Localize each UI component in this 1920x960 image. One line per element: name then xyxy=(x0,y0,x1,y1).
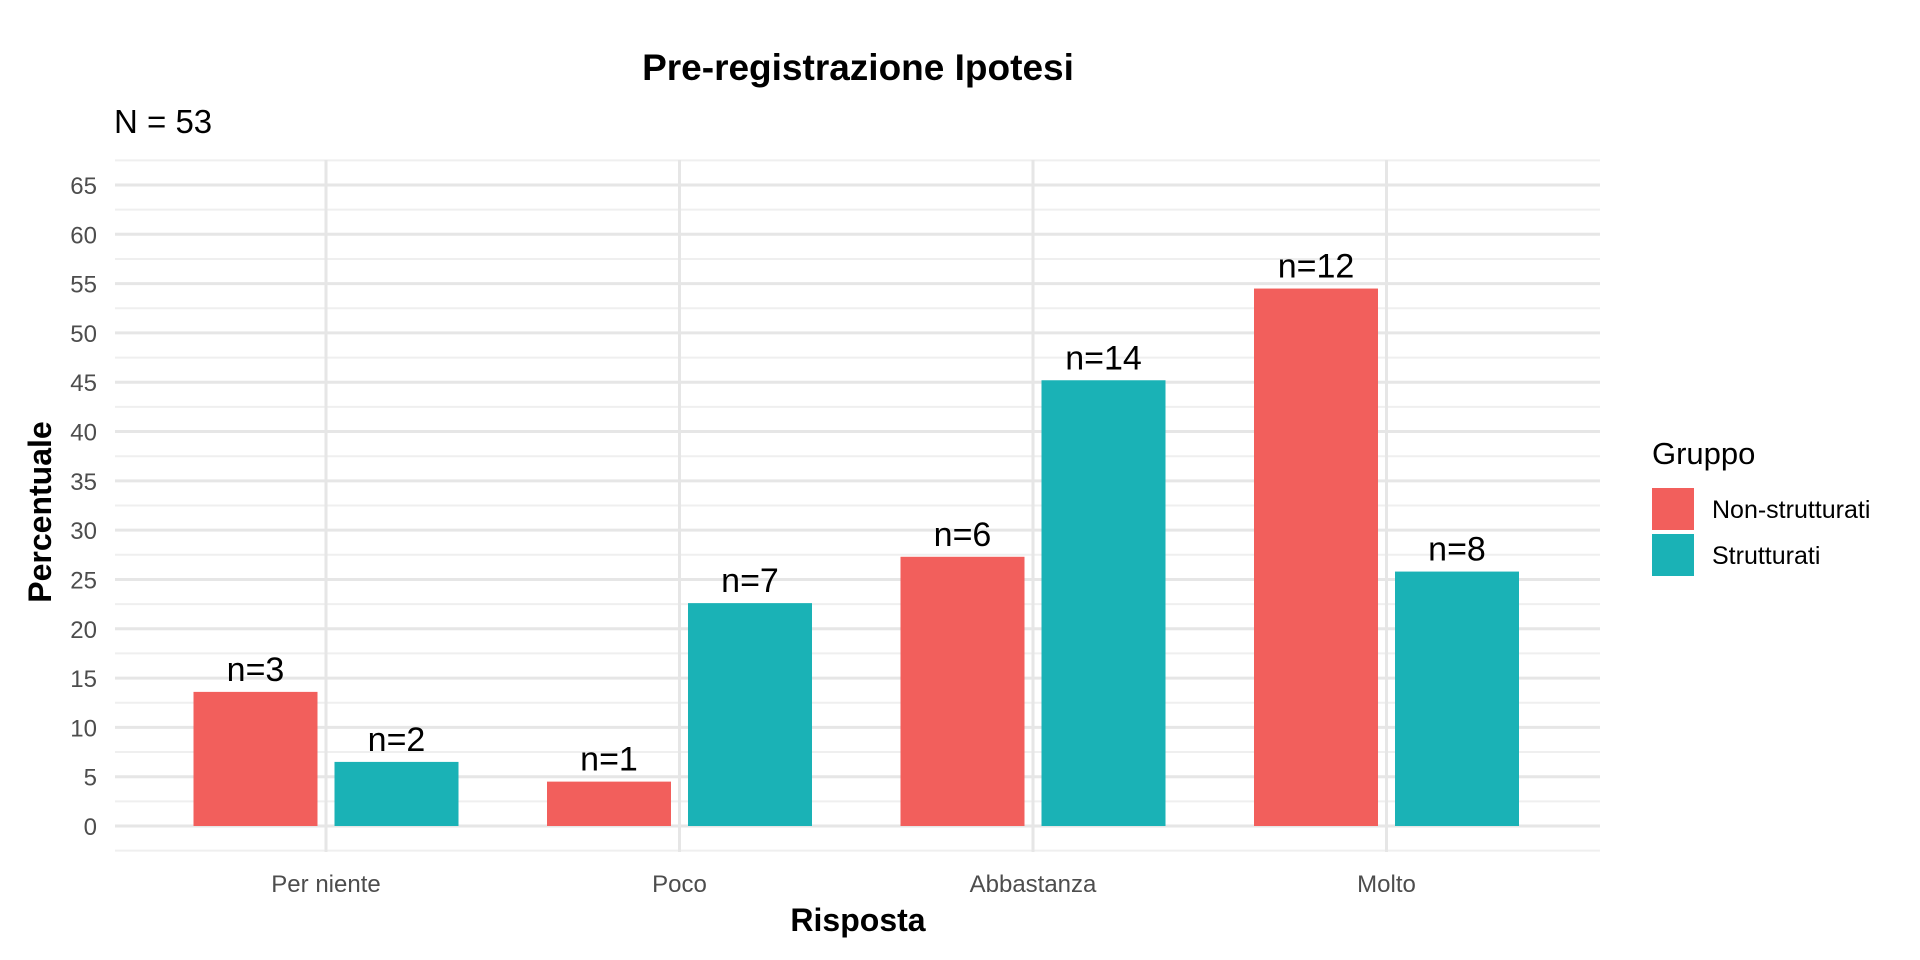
y-axis-ticks: 0 5 10 15 20 25 30 35 40 45 50 55 60 65 xyxy=(70,173,97,841)
legend-label: Non-strutturati xyxy=(1712,496,1870,524)
y-tick-label: 10 xyxy=(70,715,97,742)
x-axis-ticks: Per niente Poco Abbastanza Molto xyxy=(271,871,1416,898)
y-tick-label: 50 xyxy=(70,321,97,348)
y-tick-label: 0 xyxy=(84,814,97,841)
y-tick-label: 20 xyxy=(70,617,97,644)
bar-label: n=3 xyxy=(227,651,285,689)
bar-labels: n=3 n=1 n=6 n=12 n=2 n=7 n=14 n=8 xyxy=(227,248,1486,779)
bar xyxy=(1395,571,1519,826)
y-tick-label: 5 xyxy=(84,765,97,792)
bars xyxy=(193,288,1519,826)
bar-label: n=7 xyxy=(721,562,779,600)
bar xyxy=(900,556,1025,826)
y-tick-label: 40 xyxy=(70,420,97,447)
x-tick-label: Abbastanza xyxy=(970,871,1097,898)
x-tick-label: Per niente xyxy=(271,871,380,898)
y-tick-label: 65 xyxy=(70,173,97,200)
y-tick-label: 60 xyxy=(70,222,97,249)
legend-swatch xyxy=(1652,488,1694,530)
y-tick-label: 15 xyxy=(70,666,97,693)
y-tick-label: 30 xyxy=(70,518,97,545)
bar xyxy=(1254,288,1378,826)
bar-label: n=12 xyxy=(1278,248,1355,286)
bar-label: n=8 xyxy=(1428,531,1486,569)
y-tick-label: 25 xyxy=(70,567,97,594)
legend-swatch xyxy=(1652,534,1694,576)
y-tick-label: 55 xyxy=(70,272,97,299)
bar-label: n=6 xyxy=(934,516,992,554)
chart-subtitle: N = 53 xyxy=(114,103,212,140)
legend: Gruppo Non-strutturati Strutturati xyxy=(1652,436,1870,576)
legend-label: Strutturati xyxy=(1712,542,1820,570)
bar xyxy=(1041,380,1166,826)
bar xyxy=(688,603,812,826)
bar xyxy=(193,691,318,826)
bar-label: n=14 xyxy=(1065,339,1142,377)
y-axis-title: Percentuale xyxy=(22,421,58,602)
bar-label: n=1 xyxy=(580,741,638,779)
y-tick-label: 35 xyxy=(70,469,97,496)
bar-label: n=2 xyxy=(368,721,426,759)
chart-title: Pre-registrazione Ipotesi xyxy=(642,47,1074,88)
legend-title: Gruppo xyxy=(1652,436,1755,471)
bar xyxy=(334,761,459,826)
y-tick-label: 45 xyxy=(70,370,97,397)
x-tick-label: Poco xyxy=(652,871,707,898)
x-axis-title: Risposta xyxy=(790,902,925,938)
bar xyxy=(547,781,671,826)
x-tick-label: Molto xyxy=(1357,871,1416,898)
